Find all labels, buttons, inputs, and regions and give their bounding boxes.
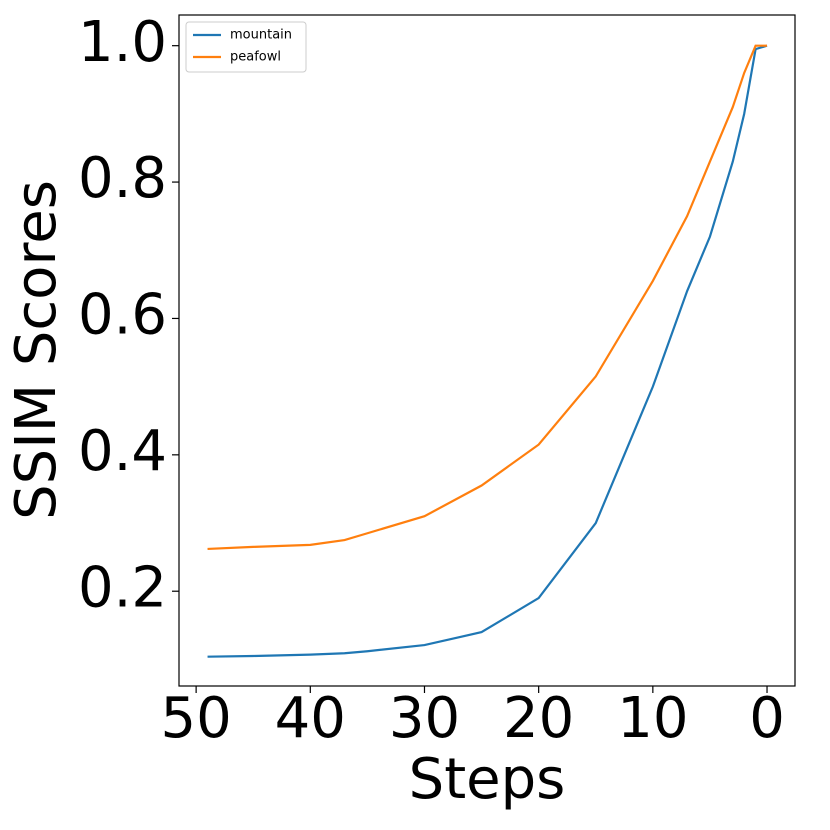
- legend-label: peafowl: [230, 50, 281, 65]
- x-tick-label: 30: [389, 686, 460, 751]
- x-tick-label: 20: [503, 686, 574, 751]
- y-tick-label: 0.6: [78, 283, 167, 348]
- legend-label: mountain: [230, 28, 292, 43]
- y-tick-label: 0.4: [78, 419, 167, 484]
- y-tick-label: 0.2: [78, 555, 167, 620]
- series-line: [207, 44, 768, 551]
- x-tick-label: 40: [275, 686, 346, 751]
- plot-frame: [178, 14, 796, 687]
- y-tick-label: 1.0: [78, 10, 167, 75]
- series-line: [207, 44, 768, 658]
- y-axis-label: SSIM Scores: [4, 180, 69, 520]
- x-tick-label: 10: [617, 686, 688, 751]
- y-tick-label: 0.8: [78, 146, 167, 211]
- x-tick-label: 0: [749, 686, 785, 751]
- x-axis-label: Steps: [409, 747, 566, 812]
- x-tick-label: 50: [160, 686, 231, 751]
